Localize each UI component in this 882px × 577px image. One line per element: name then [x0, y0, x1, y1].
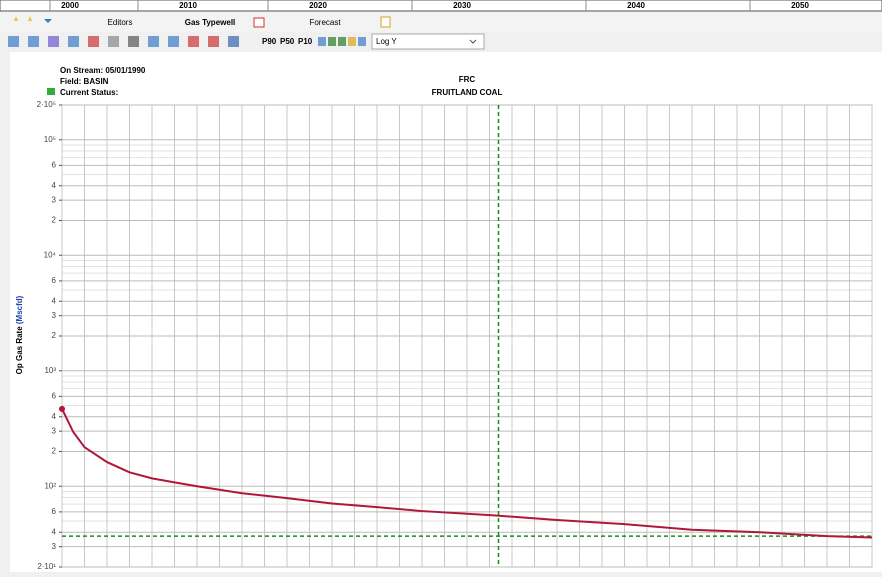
tool-icon[interactable] — [68, 36, 79, 47]
timeline-label: 2000 — [61, 1, 79, 10]
lock-icon — [47, 88, 55, 95]
dropdown-value: Log Y — [376, 37, 397, 46]
y-tick-label: 6 — [52, 392, 57, 401]
tab-bar — [0, 12, 882, 32]
dropdown-icon[interactable] — [44, 19, 52, 23]
p-button[interactable]: P10 — [298, 37, 313, 46]
tool-icon — [358, 37, 366, 46]
tab[interactable]: Gas Typewell — [185, 18, 236, 27]
tab[interactable]: Editors — [108, 18, 133, 27]
tool-icon[interactable] — [8, 36, 19, 47]
y-tick-label: 2·10¹ — [37, 562, 56, 571]
tool-icon[interactable] — [228, 36, 239, 47]
tool-icon[interactable] — [208, 36, 219, 47]
tool-icon[interactable] — [128, 36, 139, 47]
y-tick-label: 3 — [52, 311, 57, 320]
y-unit: (Mscfd) — [15, 295, 24, 324]
tool-icon[interactable] — [168, 36, 179, 47]
status: Current Status: — [60, 88, 118, 97]
y-tick-label: 10⁵ — [44, 135, 56, 144]
tool-icon[interactable] — [48, 36, 59, 47]
y-tick-label: 2 — [52, 447, 57, 456]
chart-subtitle: FRUITLAND COAL — [432, 88, 503, 97]
tool-icon[interactable] — [108, 36, 119, 47]
timeline-label: 2010 — [179, 1, 197, 10]
close-icon[interactable] — [253, 17, 265, 28]
y-tick-label: 10³ — [44, 366, 56, 375]
new-icon[interactable] — [380, 16, 391, 28]
tool-icon — [328, 37, 336, 46]
p-button[interactable]: P90 — [262, 37, 277, 46]
y-tick-label: 4 — [52, 296, 57, 305]
timeline-label: 2020 — [309, 1, 327, 10]
timeline-label: 2050 — [791, 1, 809, 10]
y-tick-label: 10² — [44, 481, 56, 490]
tool-icon[interactable] — [188, 36, 199, 47]
chevron — [469, 39, 477, 44]
field: Field: BASIN — [60, 77, 109, 86]
timeline-bar — [0, 0, 882, 12]
timeline-label: 2030 — [453, 1, 471, 10]
y-tick-label: 6 — [52, 276, 57, 285]
y-label: Op Gas Rate — [15, 326, 24, 375]
y-tick-label: 6 — [52, 507, 57, 516]
y-tick-label: 3 — [52, 426, 57, 435]
tool-icon[interactable] — [148, 36, 159, 47]
y-tick-label: 6 — [52, 161, 57, 170]
y-tick-label: 2 — [52, 216, 57, 225]
chart-title: FRC — [459, 75, 476, 84]
y-tick-label: 2·10⁵ — [37, 100, 56, 109]
series-line — [61, 408, 873, 539]
tool-icon — [348, 37, 356, 46]
y-tick-label: 4 — [52, 527, 57, 536]
y-tick-label: 4 — [52, 412, 57, 421]
y-tick-label: 10⁴ — [44, 250, 57, 259]
y-tick-label: 3 — [52, 542, 57, 551]
tool-icon — [338, 37, 346, 46]
p-button[interactable]: P50 — [280, 37, 295, 46]
star-icon[interactable] — [14, 16, 18, 21]
y-axis-label: Op Gas Rate (Mscfd) — [15, 295, 24, 374]
timeline-label: 2040 — [627, 1, 645, 10]
tool-icon[interactable] — [28, 36, 39, 47]
y-tick-label: 3 — [52, 195, 57, 204]
on-stream: On Stream: 05/01/1990 — [60, 66, 146, 75]
tool-icon — [318, 37, 326, 46]
y-tick-label: 4 — [52, 181, 57, 190]
tool-icon[interactable] — [88, 36, 99, 47]
dropdown[interactable] — [371, 33, 485, 50]
y-tick-label: 2 — [52, 331, 57, 340]
start-marker — [59, 405, 65, 412]
tab[interactable]: Forecast — [309, 18, 341, 27]
star-icon[interactable] — [28, 16, 32, 21]
